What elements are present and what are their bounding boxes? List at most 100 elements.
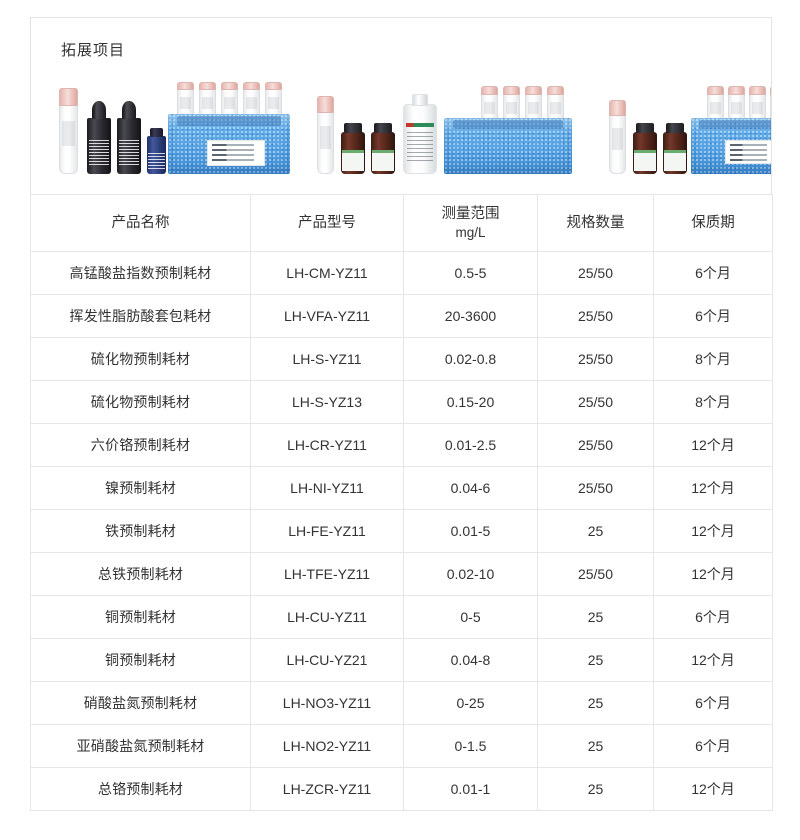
cell-shelf-life: 6个月	[653, 251, 773, 295]
cell-product-name: 高锰酸盐指数预制耗材	[30, 251, 251, 295]
table-row: 硫化物预制耗材 LH-S-YZ13 0.15-20 25/50 8个月	[30, 380, 773, 424]
cell-product-name: 总铬预制耗材	[30, 767, 251, 811]
cell-product-model: LH-CR-YZ11	[250, 423, 404, 467]
cell-measuring-range: 20-3600	[403, 294, 538, 338]
column-header-label: 测量范围	[441, 206, 500, 223]
cell-product-model: LH-CU-YZ11	[250, 595, 404, 639]
cell-shelf-life: 12个月	[653, 767, 773, 811]
table-row: 挥发性脂肪酸套包耗材 LH-VFA-YZ11 20-3600 25/50 6个月	[30, 294, 773, 338]
blue-foam-box	[444, 118, 572, 174]
cell-product-model: LH-ZCR-YZ11	[250, 767, 404, 811]
cell-spec-quantity: 25/50	[537, 380, 654, 424]
cell-shelf-life: 12个月	[653, 638, 773, 682]
cell-spec-quantity: 25/50	[537, 423, 654, 467]
foam-vial-icon	[199, 82, 216, 122]
table-row: 六价铬预制耗材 LH-CR-YZ11 0.01-2.5 25/50 12个月	[30, 423, 773, 467]
foam-vial-icon	[481, 86, 498, 128]
cell-product-name: 铜预制耗材	[30, 595, 251, 639]
cell-spec-quantity: 25	[537, 595, 654, 639]
table-row: 高锰酸盐指数预制耗材 LH-CM-YZ11 0.5-5 25/50 6个月	[30, 251, 773, 295]
cell-spec-quantity: 25/50	[537, 466, 654, 510]
cell-product-name: 硫化物预制耗材	[30, 337, 251, 381]
column-header-label: 规格数量	[566, 214, 625, 231]
cell-spec-quantity: 25/50	[537, 294, 654, 338]
column-header-spec-quantity: 规格数量	[537, 194, 654, 252]
foam-vial-icon	[503, 86, 520, 128]
cell-shelf-life: 6个月	[653, 294, 773, 338]
cell-spec-quantity: 25	[537, 638, 654, 682]
cell-measuring-range: 0.04-6	[403, 466, 538, 510]
cell-measuring-range: 0-1.5	[403, 724, 538, 768]
table-row: 硫化物预制耗材 LH-S-YZ11 0.02-0.8 25/50 8个月	[30, 337, 773, 381]
column-header-product-name: 产品名称	[30, 194, 251, 252]
cell-product-name: 总铁预制耗材	[30, 552, 251, 596]
table-row: 铜预制耗材 LH-CU-YZ21 0.04-8 25 12个月	[30, 638, 773, 682]
cell-spec-quantity: 25	[537, 509, 654, 553]
column-header-label: 产品名称	[111, 214, 170, 231]
product-image-stage	[31, 74, 771, 194]
reagent-tube-icon	[59, 88, 78, 174]
cell-product-model: LH-NI-YZ11	[250, 466, 404, 510]
product-image	[31, 74, 771, 194]
blue-vial-icon	[147, 128, 166, 174]
table-row: 铁预制耗材 LH-FE-YZ11 0.01-5 25 12个月	[30, 509, 773, 553]
foam-box-label	[207, 140, 265, 166]
cell-product-model: LH-TFE-YZ11	[250, 552, 404, 596]
cell-shelf-life: 6个月	[653, 724, 773, 768]
cell-shelf-life: 12个月	[653, 552, 773, 596]
table-row: 总铬预制耗材 LH-ZCR-YZ11 0.01-1 25 12个月	[30, 767, 773, 811]
cell-product-name: 镍预制耗材	[30, 466, 251, 510]
cell-shelf-life: 8个月	[653, 380, 773, 424]
amber-jar-icon	[341, 122, 365, 174]
amber-jar-icon	[633, 122, 657, 174]
dropper-bottle-icon	[117, 101, 141, 174]
cell-shelf-life: 12个月	[653, 509, 773, 553]
table-row: 硝酸盐氮预制耗材 LH-NO3-YZ11 0-25 25 6个月	[30, 681, 773, 725]
cell-spec-quantity: 25/50	[537, 251, 654, 295]
cell-spec-quantity: 25	[537, 681, 654, 725]
table-body: 高锰酸盐指数预制耗材 LH-CM-YZ11 0.5-5 25/50 6个月 挥发…	[30, 251, 773, 811]
cell-product-model: LH-CM-YZ11	[250, 251, 404, 295]
expanded-items-card: 拓展项目	[30, 17, 773, 811]
cell-measuring-range: 0.5-5	[403, 251, 538, 295]
column-header-label: 保质期	[691, 214, 735, 231]
cell-product-model: LH-S-YZ13	[250, 380, 404, 424]
column-header-shelf-life: 保质期	[653, 194, 773, 252]
cell-shelf-life: 8个月	[653, 337, 773, 381]
cell-spec-quantity: 25/50	[537, 337, 654, 381]
cell-measuring-range: 0-5	[403, 595, 538, 639]
amber-jar-icon	[371, 122, 395, 174]
cell-product-model: LH-VFA-YZ11	[250, 294, 404, 338]
cell-product-name: 亚硝酸盐氮预制耗材	[30, 724, 251, 768]
cell-shelf-life: 6个月	[653, 681, 773, 725]
cell-shelf-life: 6个月	[653, 595, 773, 639]
cell-spec-quantity: 25	[537, 724, 654, 768]
cell-measuring-range: 0.15-20	[403, 380, 538, 424]
column-header-unit: mg/L	[455, 224, 486, 240]
cell-spec-quantity: 25/50	[537, 552, 654, 596]
cell-product-model: LH-NO3-YZ11	[250, 681, 404, 725]
product-spec-table: 产品名称 产品型号 测量范围 mg/L 规格数量 保质期	[30, 194, 773, 811]
column-header-product-model: 产品型号	[250, 194, 404, 252]
reagent-tube-icon	[317, 96, 334, 174]
foam-vial-icon	[525, 86, 542, 128]
cell-spec-quantity: 25	[537, 767, 654, 811]
foam-vial-icon	[265, 82, 282, 122]
cell-measuring-range: 0-25	[403, 681, 538, 725]
cell-measuring-range: 0.01-2.5	[403, 423, 538, 467]
column-header-measuring-range: 测量范围 mg/L	[403, 194, 538, 252]
column-header-label: 产品型号	[298, 214, 356, 231]
cell-shelf-life: 12个月	[653, 423, 773, 467]
foam-vial-icon	[749, 86, 766, 128]
white-bottle-icon	[403, 94, 437, 174]
cell-product-model: LH-S-YZ11	[250, 337, 404, 381]
foam-vial-icon	[177, 82, 194, 122]
cell-measuring-range: 0.04-8	[403, 638, 538, 682]
table-row: 总铁预制耗材 LH-TFE-YZ11 0.02-10 25/50 12个月	[30, 552, 773, 596]
page-title: 拓展项目	[61, 42, 126, 59]
cell-product-name: 硝酸盐氮预制耗材	[30, 681, 251, 725]
cell-product-name: 挥发性脂肪酸套包耗材	[30, 294, 251, 338]
table-row: 铜预制耗材 LH-CU-YZ11 0-5 25 6个月	[30, 595, 773, 639]
foam-box-label	[725, 140, 771, 164]
